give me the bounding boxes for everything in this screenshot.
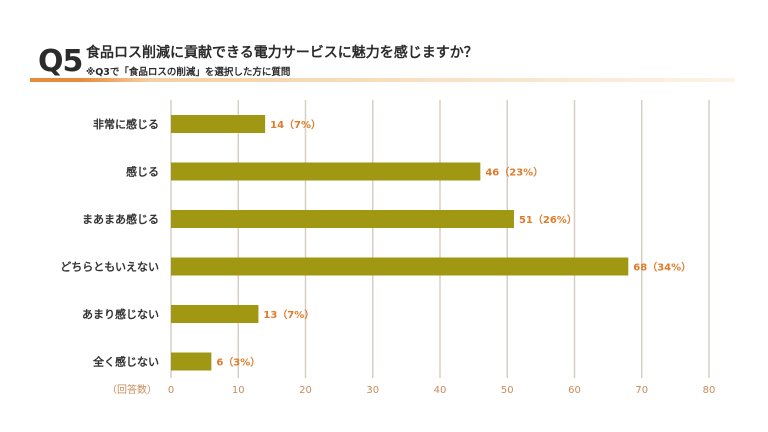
category-label-3: どちらともいえない [60,261,159,274]
x-tick-label-70: 70 [635,385,648,396]
category-label-5: 全く感じない [92,355,159,369]
bar-0 [171,115,266,133]
x-tick-label-50: 50 [501,385,514,396]
bar-4 [171,305,259,323]
chart-title: 食品ロス削減に貢献できる電力サービスに魅力を感じますか？ [86,45,478,61]
value-label-0: 14（7%） [270,118,321,131]
question-number: Q5 [38,44,83,79]
bar-1 [171,162,481,181]
x-tick-label-40: 40 [434,385,447,396]
bar-3 [171,257,629,276]
bar-5 [171,352,212,371]
category-label-0: 非常に感じる [93,117,159,131]
bar-2 [171,210,514,228]
value-label-5: 6（3%） [216,356,260,369]
x-axis-unit-label: （回答数） [107,383,157,396]
category-label-4: あまり感じない [82,307,159,321]
x-tick-label-30: 30 [366,385,379,396]
chart-header: Q5 食品ロス削減に貢献できる電力サービスに魅力を感じますか？ ※Q3で「食品ロ… [0,0,768,90]
value-label-4: 13（7%） [263,308,314,321]
x-tick-label-60: 60 [568,385,581,396]
x-tick-label-20: 20 [299,385,312,396]
x-tick-label-80: 80 [703,385,716,396]
category-label-2: まあまあ感じる [82,212,159,226]
value-label-2: 51（26%） [519,213,577,226]
header-underline [30,78,735,82]
value-label-1: 46（23%） [485,166,543,179]
value-label-3: 68（34%） [633,261,691,274]
chart-subtitle: ※Q3で「食品ロスの削減」を選択した方に質問 [86,67,291,78]
x-tick-label-0: 0 [168,385,174,396]
category-label-1: 感じる [126,165,159,179]
x-tick-label-10: 10 [232,385,245,396]
